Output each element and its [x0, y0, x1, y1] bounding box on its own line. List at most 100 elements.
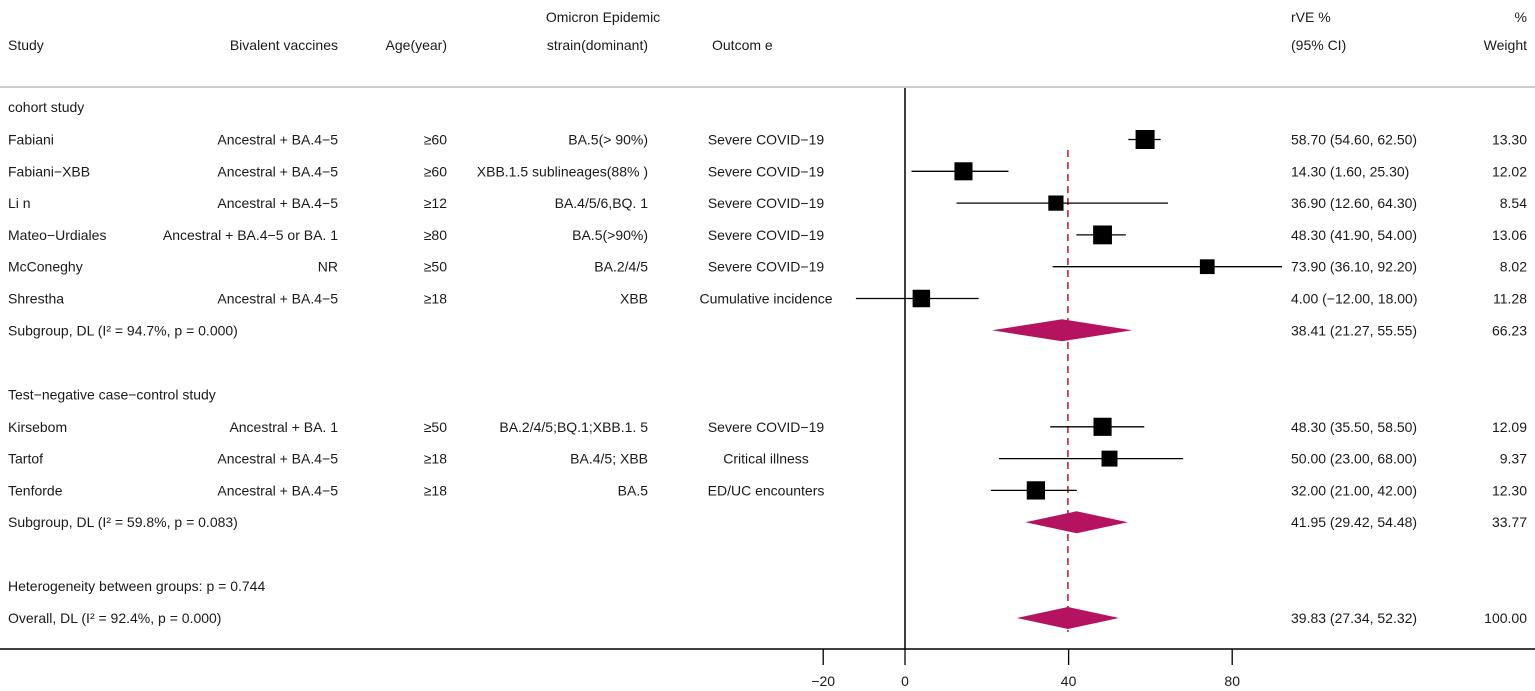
study-age: ≥50: [424, 259, 447, 275]
study-marker: [912, 289, 931, 308]
header-vaccine: Bivalent vaccines: [230, 37, 338, 53]
header-effect-1: rVE %: [1291, 9, 1331, 25]
study-age: ≥18: [424, 482, 447, 498]
study-weight: 12.30: [1492, 482, 1527, 498]
overall-diamond: [1016, 607, 1119, 629]
header-strain-2: strain(dominant): [547, 37, 648, 53]
overall-label: Overall, DL (I² = 92.4%, p = 0.000): [8, 610, 221, 626]
x-axis: −20 0 40 80: [0, 648, 1535, 689]
subgroup-ci: 38.41 (21.27, 55.55): [1291, 322, 1417, 338]
study-name: Mateo−Urdiales: [8, 227, 106, 243]
study-strain: BA.5(> 90%): [568, 132, 648, 148]
x-tick-label: 80: [1224, 673, 1240, 689]
study-ci: 36.90 (12.60, 64.30): [1291, 195, 1417, 211]
study-marker: [1048, 195, 1064, 211]
rows: cohort study Fabiani Ancestral + BA.4−5 ≥60…: [8, 88, 1527, 649]
study-marker: [1101, 450, 1118, 467]
study-age: ≥18: [424, 451, 447, 467]
study-weight: 8.54: [1500, 195, 1527, 211]
study-age: ≥50: [424, 419, 447, 435]
study-marker: [1026, 481, 1046, 500]
study-outcome: Cumulative incidence: [699, 291, 832, 307]
study-strain: BA.2/4/5: [594, 259, 648, 275]
x-tick-label: 40: [1061, 673, 1077, 689]
study-weight: 12.02: [1492, 163, 1527, 179]
study-ci: 48.30 (41.90, 54.00): [1291, 227, 1417, 243]
study-marker: [1135, 130, 1155, 149]
study-marker: [1093, 225, 1112, 245]
subgroup-ci: 41.95 (29.42, 54.48): [1291, 514, 1417, 530]
study-outcome: Critical illness: [723, 451, 809, 467]
study-marker: [1199, 259, 1215, 275]
heterogeneity-text: Heterogeneity between groups: p = 0.744: [8, 578, 265, 594]
study-name: Fabiani: [8, 132, 54, 148]
study-outcome: Severe COVID−19: [708, 132, 825, 148]
study-age: ≥80: [424, 227, 447, 243]
study-weight: 13.06: [1492, 227, 1527, 243]
subgroup-weight: 33.77: [1492, 514, 1527, 530]
study-strain: BA.4/5/6,BQ. 1: [555, 195, 649, 211]
study-name: Shrestha: [8, 291, 64, 307]
study-strain: BA.4/5; XBB: [570, 451, 648, 467]
study-vaccine: NR: [318, 259, 338, 275]
study-vaccine: Ancestral + BA. 1: [229, 419, 338, 435]
study-ci: 4.00 (−12.00, 18.00): [1291, 291, 1418, 307]
subgroup-weight: 66.23: [1492, 322, 1527, 338]
study-ci: 14.30 (1.60, 25.30): [1291, 163, 1409, 179]
subgroup-diamond: [1025, 511, 1128, 534]
study-strain: BA.5(>90%): [572, 227, 648, 243]
study-outcome: Severe COVID−19: [708, 419, 825, 435]
header-study: Study: [8, 37, 44, 53]
study-name: Tenforde: [8, 482, 63, 498]
study-marker: [954, 162, 973, 181]
study-marker: [1093, 417, 1112, 436]
study-weight: 13.30: [1492, 132, 1527, 148]
group-label: cohort study: [8, 99, 84, 115]
study-vaccine: Ancestral + BA.4−5: [217, 195, 338, 211]
study-strain: XBB: [620, 291, 648, 307]
overall-ci: 39.83 (27.34, 52.32): [1291, 610, 1417, 626]
study-age: ≥18: [424, 291, 447, 307]
study-ci: 58.70 (54.60, 62.50): [1291, 132, 1417, 148]
study-vaccine: Ancestral + BA.4−5: [217, 451, 338, 467]
study-vaccine: Ancestral + BA.4−5: [217, 482, 338, 498]
study-vaccine: Ancestral + BA.4−5: [217, 291, 338, 307]
subgroup-label: Subgroup, DL (I² = 94.7%, p = 0.000): [8, 322, 238, 338]
group-label: Test−negative case−control study: [8, 386, 216, 402]
study-weight: 9.37: [1500, 451, 1527, 467]
study-ci: 32.00 (21.00, 42.00): [1291, 482, 1417, 498]
study-ci: 73.90 (36.10, 92.20): [1291, 259, 1417, 275]
overall-weight: 100.00: [1484, 610, 1527, 626]
header-weight-1: %: [1515, 9, 1527, 25]
study-name: Li n: [8, 195, 31, 211]
study-weight: 11.28: [1493, 291, 1527, 307]
study-vaccine: Ancestral + BA.4−5: [217, 132, 338, 148]
study-outcome: Severe COVID−19: [708, 163, 825, 179]
study-age: ≥12: [424, 195, 447, 211]
study-name: Fabiani−XBB: [8, 163, 90, 179]
study-strain: BA.2/4/5;BQ.1;XBB.1. 5: [499, 419, 648, 435]
study-weight: 8.02: [1500, 259, 1527, 275]
study-strain: XBB.1.5 sublineages(88% ): [477, 163, 648, 179]
header-strain-1: Omicron Epidemic: [546, 9, 660, 25]
study-vaccine: Ancestral + BA.4−5: [217, 163, 338, 179]
study-age: ≥60: [424, 132, 447, 148]
study-ci: 48.30 (35.50, 58.50): [1291, 419, 1417, 435]
x-tick-label: −20: [811, 673, 835, 689]
study-outcome: ED/UC encounters: [708, 482, 825, 498]
study-outcome: Severe COVID−19: [708, 195, 825, 211]
subgroup-label: Subgroup, DL (I² = 59.8%, p = 0.083): [8, 514, 238, 530]
study-age: ≥60: [424, 163, 447, 179]
header-weight-2: Weight: [1484, 37, 1527, 53]
header: Study Bivalent vaccines Age(year) Omicro…: [8, 9, 1527, 53]
study-outcome: Severe COVID−19: [708, 259, 825, 275]
study-outcome: Severe COVID−19: [708, 227, 825, 243]
study-weight: 12.09: [1492, 419, 1527, 435]
study-name: Tartof: [8, 451, 43, 467]
study-strain: BA.5: [618, 482, 649, 498]
study-name: Kirsebom: [8, 419, 67, 435]
header-age: Age(year): [386, 37, 447, 53]
subgroup-diamond: [991, 319, 1133, 342]
